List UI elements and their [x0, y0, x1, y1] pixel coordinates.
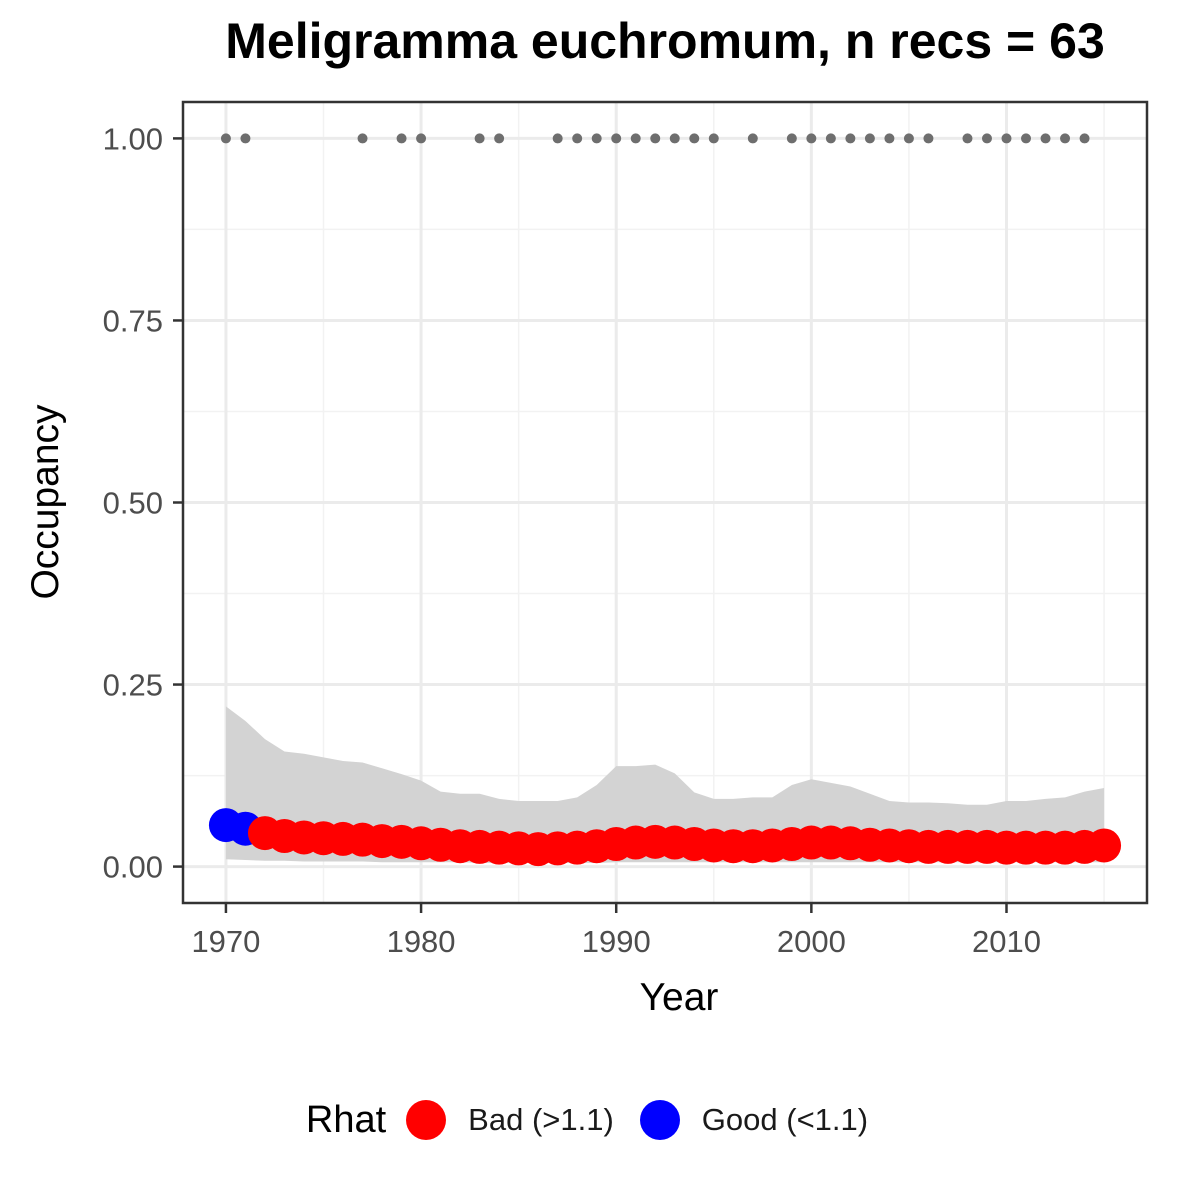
y-axis-title: Occupancy	[24, 404, 67, 600]
credible-interval-band	[225, 706, 1105, 863]
x-tick-label: 2010	[972, 924, 1041, 959]
record-point	[1021, 133, 1032, 144]
record-point	[1040, 133, 1051, 144]
record-point	[650, 133, 661, 144]
record-point	[494, 133, 505, 144]
record-point	[903, 133, 914, 144]
record-point	[689, 133, 700, 144]
legend-key-bad	[406, 1100, 447, 1140]
record-point	[357, 133, 368, 144]
record-point	[396, 133, 407, 144]
record-point	[240, 133, 251, 144]
record-point	[923, 133, 934, 144]
record-points	[220, 133, 1090, 144]
x-axis-title: Year	[640, 976, 719, 1019]
record-point	[591, 133, 602, 144]
record-point	[864, 133, 875, 144]
axes: 1970 1980 1990 2000 2010 0.00 0.25 0.50 0.75 1.00	[103, 121, 1041, 959]
record-point	[416, 133, 427, 144]
x-tick-label: 2000	[777, 924, 846, 959]
y-tick-label: 0.50	[103, 486, 163, 521]
legend-label-good: Good (<1.1)	[701, 1102, 869, 1137]
record-point	[806, 133, 817, 144]
legend-item-good: Good (<1.1)	[639, 1100, 869, 1140]
record-point	[962, 133, 973, 144]
legend-title: Rhat	[305, 1098, 387, 1141]
record-point	[825, 133, 836, 144]
occupancy-point-bad	[1087, 828, 1122, 863]
record-point	[981, 133, 992, 144]
record-point	[884, 133, 895, 144]
record-point	[572, 133, 583, 144]
x-tick-label: 1980	[387, 924, 456, 959]
legend-item-bad: Bad (>1.1)	[406, 1100, 614, 1140]
legend: Rhat Bad (>1.1) Good (<1.1)	[0, 1090, 1200, 1150]
record-point	[747, 133, 758, 144]
record-point	[474, 133, 485, 144]
credible-interval-ribbon	[225, 706, 1105, 863]
record-point	[220, 133, 231, 144]
record-point	[786, 133, 797, 144]
record-point	[845, 133, 856, 144]
record-point	[1079, 133, 1090, 144]
record-point	[1001, 133, 1012, 144]
record-point	[1060, 133, 1071, 144]
record-point	[708, 133, 719, 144]
y-tick-label: 1.00	[103, 121, 163, 156]
record-point	[611, 133, 622, 144]
record-point	[552, 133, 563, 144]
y-tick-label: 0.75	[103, 303, 163, 338]
y-tick-label: 0.00	[103, 850, 163, 885]
legend-label-bad: Bad (>1.1)	[468, 1102, 614, 1137]
x-tick-label: 1970	[191, 924, 260, 959]
y-tick-label: 0.25	[103, 668, 163, 703]
record-point	[669, 133, 680, 144]
legend-key-good	[639, 1100, 680, 1140]
occupancy-points	[208, 808, 1122, 867]
record-point	[630, 133, 641, 144]
x-tick-label: 1990	[582, 924, 651, 959]
chart-title: Meligramma euchromum, n recs = 63	[225, 13, 1105, 69]
